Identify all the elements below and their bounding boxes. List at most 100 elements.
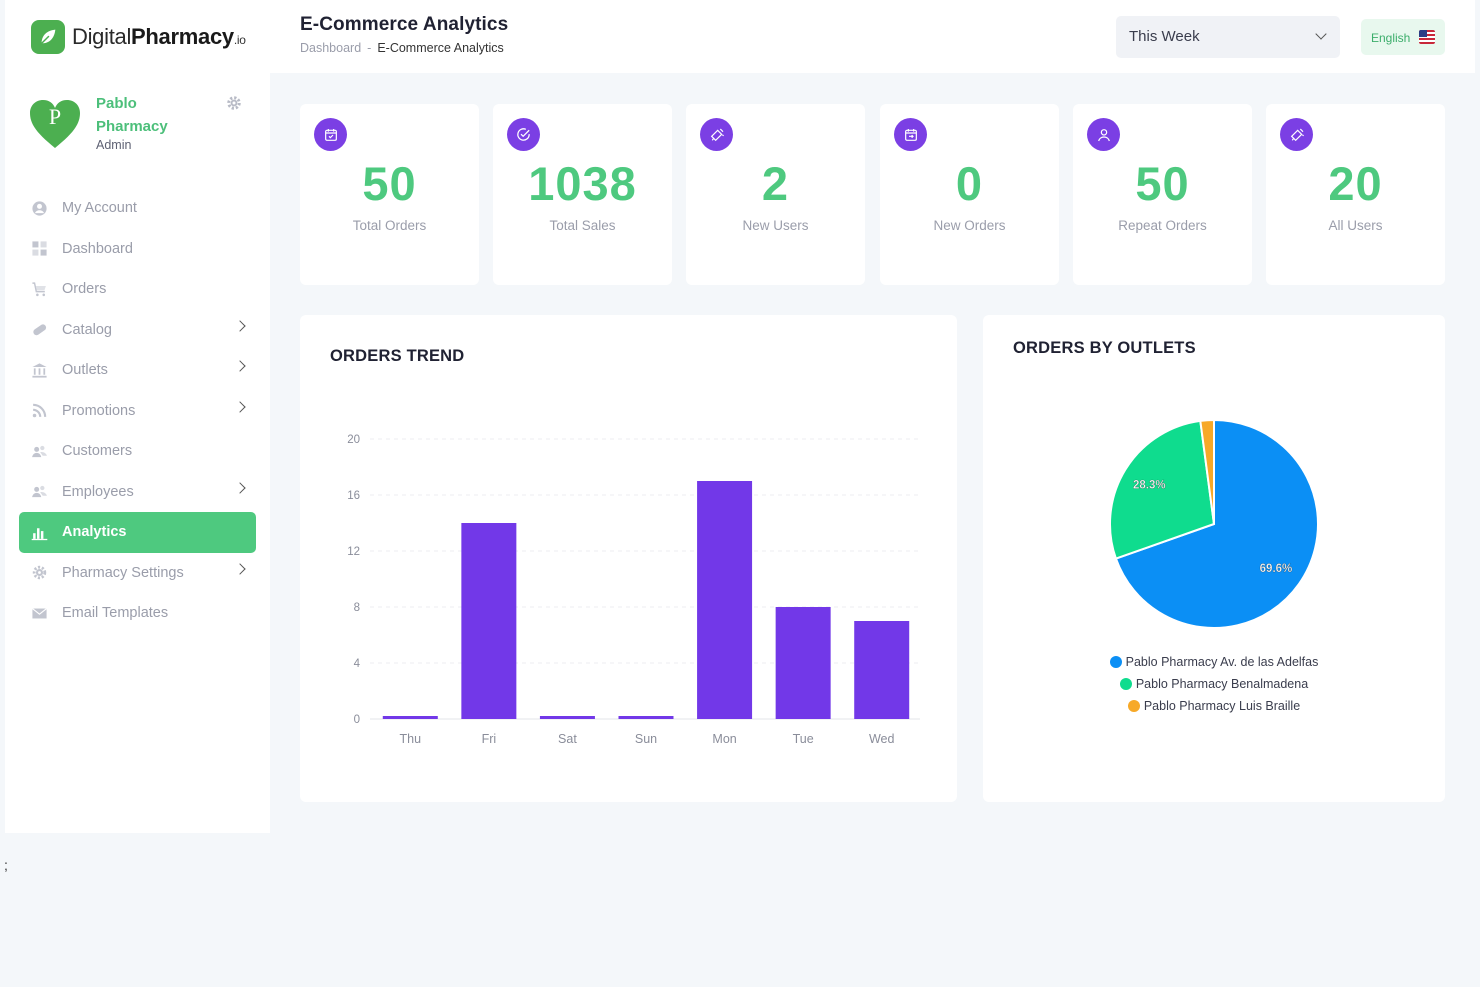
- bar-sun: [618, 716, 674, 719]
- sidebar-item-email-templates[interactable]: Email Templates: [19, 593, 256, 634]
- users-icon: [31, 483, 48, 500]
- period-select-value: This Week: [1129, 28, 1200, 45]
- chevron-right-icon: [234, 562, 246, 575]
- orders-by-outlets-title: ORDERS BY OUTLETS: [1013, 339, 1196, 357]
- legend-marker: [1119, 678, 1132, 690]
- stat-label: Repeat Orders: [1118, 218, 1207, 233]
- language-label: English: [1371, 31, 1411, 45]
- orders-trend-title: ORDERS TREND: [330, 347, 465, 365]
- stat-card-repeat-orders: 50 Repeat Orders: [1073, 104, 1252, 285]
- users-icon: [31, 443, 48, 460]
- sidebar-item-pharmacy-settings[interactable]: Pharmacy Settings: [19, 553, 256, 594]
- cart-icon: [31, 281, 48, 298]
- y-tick-label: 4: [354, 658, 361, 670]
- stat-card-total-sales: 1038 Total Sales: [493, 104, 672, 285]
- stat-value: 1038: [528, 157, 637, 210]
- user-icon: [1087, 118, 1120, 151]
- sidebar-item-label: Email Templates: [62, 605, 169, 622]
- profile-card: P Pablo Pharmacy Admin: [25, 90, 255, 160]
- stat-value: 0: [955, 157, 984, 210]
- legend-item[interactable]: Pablo Pharmacy Benalmadena: [983, 673, 1445, 695]
- y-tick-label: 8: [354, 602, 360, 614]
- gear-icon: [31, 564, 48, 581]
- top-header: E-Commerce Analytics Dashboard - E-Commerc…: [270, 0, 1475, 73]
- sidebar-item-analytics[interactable]: Analytics: [19, 512, 256, 553]
- rss-icon: [31, 402, 48, 419]
- pie-slice-2[interactable]: [1109, 419, 1216, 560]
- stat-value: 50: [362, 157, 417, 210]
- sidebar-item-label: Analytics: [62, 524, 127, 541]
- bar-fri: [461, 523, 517, 719]
- chevron-right-icon: [234, 319, 246, 332]
- stat-card-total-orders: 50 Total Orders: [300, 104, 479, 285]
- sidebar-item-label: Pharmacy Settings: [62, 564, 184, 581]
- stat-value: 50: [1135, 157, 1190, 210]
- leaf-icon: [31, 20, 65, 54]
- legend-label: Pablo Pharmacy Av. de las Adelfas: [1125, 655, 1319, 669]
- stat-card-new-users: 2 New Users: [686, 104, 865, 285]
- pie-slice-3[interactable]: [1199, 418, 1215, 525]
- chevron-down-icon: [1315, 28, 1327, 40]
- stat-value: 20: [1328, 157, 1383, 210]
- language-button[interactable]: English: [1361, 19, 1445, 55]
- chart-legend: Pablo Pharmacy Av. de las Adelfas Pablo P…: [983, 651, 1445, 717]
- x-tick-label: Thu: [400, 732, 422, 746]
- stray-text: ;: [4, 857, 8, 873]
- sidebar-item-promotions[interactable]: Promotions: [19, 391, 256, 432]
- sidebar-item-label: Promotions: [62, 402, 136, 419]
- bar-thu: [382, 716, 438, 719]
- sidebar-item-label: Outlets: [62, 362, 108, 379]
- calendar-arrow-icon: [894, 118, 927, 151]
- sidebar-item-outlets[interactable]: Outlets: [19, 350, 256, 391]
- legend-item[interactable]: Pablo Pharmacy Luis Braille: [983, 695, 1445, 717]
- x-tick-label: Fri: [482, 732, 497, 746]
- avatar: [30, 100, 80, 148]
- page-title: E-Commerce Analytics: [300, 14, 509, 35]
- orders-trend-chart: 0 4 8 12 16 20 Thu Fri Sat Sun Mon Tue Wed: [347, 434, 920, 746]
- stat-card-all-users: 20 All Users: [1266, 104, 1445, 285]
- sidebar-item-dashboard[interactable]: Dashboard: [19, 229, 256, 270]
- y-tick-label: 12: [347, 546, 360, 558]
- orders-by-outlets-panel: ORDERS BY OUTLETS 69.6% 28.3% Pablo Pharm…: [983, 315, 1445, 802]
- stat-label: New Orders: [933, 218, 1006, 233]
- sidebar-item-catalog[interactable]: Catalog: [19, 310, 256, 351]
- legend-marker: [1109, 656, 1122, 668]
- chevron-right-icon: [234, 360, 246, 372]
- profile-name: Pablo Pharmacy: [96, 95, 168, 135]
- x-tick-label: Sat: [558, 732, 577, 746]
- period-select[interactable]: This Week: [1116, 16, 1340, 58]
- bar-chart-icon: [31, 524, 48, 541]
- stat-label: All Users: [1328, 218, 1383, 233]
- breadcrumb: Dashboard - E-Commerce Analytics: [300, 41, 504, 55]
- sidebar-item-label: Orders: [62, 281, 107, 298]
- legend-label: Pablo Pharmacy Luis Braille: [1143, 699, 1301, 713]
- orders-by-outlets-chart: 69.6% 28.3%: [1109, 418, 1319, 629]
- avatar-letter: P: [48, 104, 62, 129]
- x-tick-label: Sun: [635, 732, 657, 746]
- stat-label: Total Sales: [549, 218, 616, 233]
- y-tick-label: 20: [347, 434, 360, 446]
- sidebar-item-customers[interactable]: Customers: [19, 431, 256, 472]
- sidebar-nav: My Account Dashboard Orders Catalog Outlets P…: [19, 188, 256, 634]
- sidebar-item-label: Employees: [62, 483, 134, 500]
- sidebar: DigitalPharmacy.io P Pablo Pharmacy Admi…: [5, 0, 270, 833]
- sidebar-item-orders[interactable]: Orders: [19, 269, 256, 310]
- legend-item[interactable]: Pablo Pharmacy Av. de las Adelfas: [983, 651, 1445, 673]
- sidebar-item-employees[interactable]: Employees: [19, 472, 256, 513]
- bank-icon: [31, 362, 48, 379]
- legend-label: Pablo Pharmacy Benalmadena: [1135, 677, 1309, 691]
- megaphone-icon: [700, 118, 733, 151]
- pie-slice-1[interactable]: [1114, 418, 1319, 629]
- x-tick-label: Mon: [712, 732, 736, 746]
- breadcrumb-link-dashboard[interactable]: Dashboard: [300, 41, 362, 55]
- sidebar-item-my-account[interactable]: My Account: [19, 188, 256, 229]
- stat-card-new-orders: 0 New Orders: [880, 104, 1059, 285]
- chevron-right-icon: [234, 400, 246, 413]
- x-tick-label: Wed: [869, 732, 895, 746]
- profile-role: Admin: [96, 138, 132, 152]
- sidebar-item-label: My Account: [62, 200, 137, 217]
- user-circle-icon: [31, 200, 48, 217]
- brand-logo[interactable]: DigitalPharmacy.io: [31, 20, 246, 54]
- sidebar-item-label: Dashboard: [62, 240, 133, 257]
- gear-icon[interactable]: [225, 94, 243, 112]
